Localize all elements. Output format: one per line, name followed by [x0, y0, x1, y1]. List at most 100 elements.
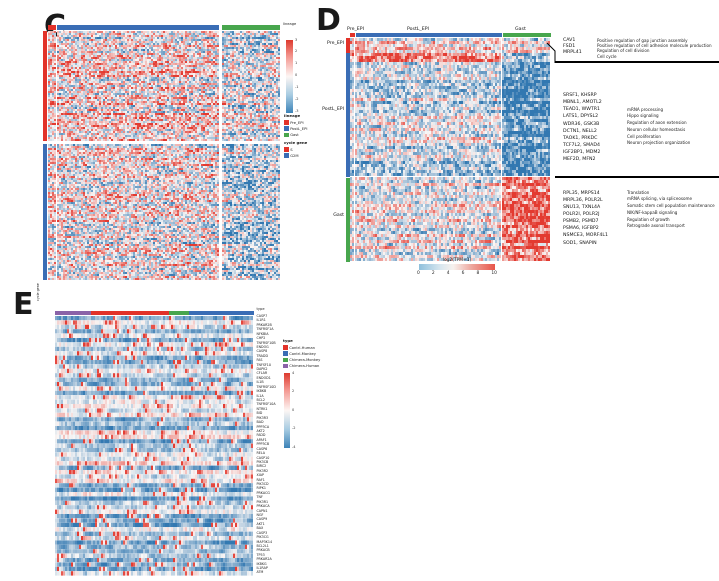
d-gene-group-2: SRSF1, KHSRP MBNL1, AMOTL2 TEAD1, WWTR1 LAT…: [563, 92, 602, 164]
e-gene-label: PIK3CG: [256, 535, 269, 540]
c-row-annotation-title: cycle gene: [36, 283, 40, 301]
d-row-label-postl-epi: PostL_EPI: [322, 107, 344, 112]
e-gene-label: FADD: [256, 433, 266, 438]
c-colorbar-tick: 2: [295, 49, 298, 54]
d-go-term: Regulation of growth: [627, 216, 670, 222]
c-heatmap: [48, 31, 280, 280]
d-gene-line: TAOK1, PRKDC: [563, 135, 598, 141]
e-gene-label: PRKACA: [256, 504, 270, 509]
e-legend-type-item-label: Contrl-Monkey: [289, 351, 316, 356]
c-legend-lineage-item: Pre_EPI: [284, 120, 307, 125]
e-gene-label: IKBKB: [256, 389, 267, 394]
e-gene-label: ENDOG: [256, 344, 269, 349]
c-legend-lineage-items: Pre_EPI PostL_EPI Gast: [284, 120, 307, 138]
c-colorbar-tick: 0: [295, 73, 298, 78]
e-colorbar-tick: -4: [292, 445, 296, 449]
e-gene-label: DAPK2: [256, 367, 268, 372]
d-colorbar-title: log2(TPM+1): [442, 257, 472, 263]
e-gene-label: AKT1: [256, 521, 265, 526]
d-rowbar-postl-epi: [345, 53, 350, 177]
d-go-term: Positive regulation of cell adhesion mol…: [597, 42, 712, 48]
d-rowbar-gast: [345, 178, 350, 262]
e-gene-label: BID: [256, 411, 263, 416]
e-gene-label: BIRC2: [256, 464, 267, 469]
e-gene-label: ATM: [256, 570, 264, 575]
c-legend-lineage-item: Gast: [284, 132, 307, 138]
e-gene-label: NGF: [256, 512, 264, 517]
d-connector-bracket: [546, 42, 556, 63]
d-go-term: Positive regulation of gap junction asse…: [597, 37, 688, 43]
d-gene-group-1: CAV1 FSD1 MRPL41: [563, 38, 582, 56]
e-gene-label: IL1A: [256, 393, 264, 398]
d-colorbar: [419, 263, 495, 270]
e-gene-label: TNFRSF10B: [256, 340, 276, 345]
d-divider-line-bottom: [555, 176, 719, 178]
e-gene-label: PRKAR2B: [256, 322, 272, 327]
d-colbar-pre-epi: [350, 33, 355, 37]
e-legend-type-item-label: Chimera-Human: [289, 364, 320, 369]
e-gene-label: BAD: [256, 420, 264, 425]
e-gene-label: TNFSF10: [256, 362, 272, 367]
e-gene-label: PRKACG: [256, 490, 270, 495]
e-gene-label: FAS: [256, 358, 263, 363]
e-colbar-contrl-monkey: [189, 310, 254, 315]
d-gene-line: DCTN1, NELL2: [563, 128, 597, 134]
d-go-term: Regulation of cell division: [597, 48, 650, 54]
d-colorbar-tick: 10: [491, 270, 497, 276]
d-gene-line: CAV1: [563, 38, 576, 43]
c-legend-cycle-items: S G2M: [284, 147, 307, 159]
c-legend-lineage: lineage Pre_EPI PostL_EPI Gast: [284, 113, 307, 138]
e-gene-label: BCL2: [256, 398, 265, 403]
e-gene-label: CASP3: [256, 530, 268, 535]
e-legend-type-item-swatch: [283, 363, 288, 369]
d-colorbar-tick: 8: [476, 270, 480, 276]
d-rowbar-pre-epi: [345, 38, 350, 53]
c-legend-cycle-item-swatch: [284, 147, 289, 152]
e-column-annotation-title: type: [256, 307, 265, 311]
e-colorbar-tick: -2: [292, 426, 296, 431]
e-gene-label: PIK3CD: [256, 482, 269, 487]
c-colorbar-ticks: 3 2 1 0 -1 -2 -3: [295, 38, 299, 114]
d-go-term: Neuron projection organization: [627, 140, 691, 146]
d-go-term: Translation: [627, 189, 650, 195]
c-legend-lineage-item-swatch: [284, 132, 289, 138]
d-gene-line: MEF2D, MFN2: [563, 157, 596, 163]
c-colbar-gast: [222, 25, 280, 30]
e-gene-label: IL1R1: [256, 318, 266, 323]
e-legend-type: type Contrl-Human Contrl-Monkey Chimera-Mo…: [283, 338, 321, 369]
d-gene-line: POLR2I, POLR2J: [563, 211, 600, 217]
e-gene-label: PPP3CB: [256, 442, 270, 447]
c-rowbar-s: [42, 31, 47, 141]
e-gene-label: TNFRSF1A: [256, 327, 274, 332]
d-gene-line: IGF2BP1, MDM2: [563, 150, 601, 156]
c-legend-cycle-item-label: G2M: [290, 153, 299, 158]
c-colbar-postl-epi: [57, 25, 219, 30]
e-legend-type-item-label: Chimera-Monkey: [289, 357, 321, 362]
d-go-term: mRNA splicing, via spliceosome: [627, 196, 692, 202]
d-heatmap: [350, 38, 550, 261]
c-legend-lineage-title: lineage: [284, 113, 301, 118]
c-column-annotation-title: lineage: [283, 22, 297, 26]
d-go-term: Cell cycle: [597, 53, 617, 59]
e-gene-label: CASP9: [256, 517, 268, 522]
e-gene-label: IL1RAP: [256, 566, 268, 571]
d-go-terms-3: Translation mRNA splicing, via spliceosom…: [627, 190, 715, 231]
e-gene-label: CASP6: [256, 446, 268, 451]
d-gene-line: MRPL36, POLR2L: [563, 197, 603, 203]
e-gene-label: CFLAR: [256, 371, 268, 376]
e-legend-type-item: Chimera-Human: [283, 363, 320, 369]
e-gene-labels: CASP7 IL1R1 PRKAR2B TNFRSF1A NFKBIA CHP2 TNFRS…: [256, 314, 285, 575]
d-go-terms-1: Positive regulation of gap junction asse…: [597, 38, 712, 60]
d-go-term: Retrograde axonal transport: [627, 223, 685, 229]
c-colbar-pre-epi: [48, 25, 56, 30]
d-gene-line: SNU13, TXNL4A: [563, 204, 601, 210]
c-legend-cycle-item: S: [284, 147, 307, 152]
e-gene-label: ENDOD1: [256, 375, 271, 380]
d-go-term: Somatic stem cell population maintenance: [627, 203, 715, 209]
c-colorbar-tick: -3: [295, 108, 299, 113]
c-legend-lineage-item-swatch: [284, 120, 289, 125]
e-gene-label: PIK3R1: [256, 499, 269, 504]
e-legend-type-items: Contrl-Human Contrl-Monkey Chimera-Monkey C…: [283, 345, 321, 369]
d-colorbar-tick: 6: [461, 270, 465, 276]
